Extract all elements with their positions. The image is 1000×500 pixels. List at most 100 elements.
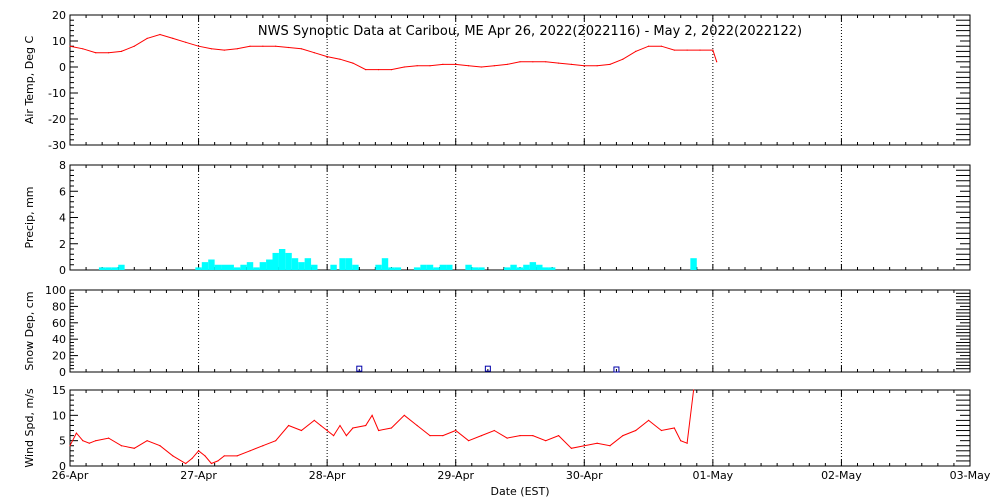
data-point [596, 442, 598, 444]
precip-bar [285, 252, 292, 270]
data-point [371, 414, 373, 416]
precip-bar [548, 267, 556, 270]
data-point [146, 440, 148, 442]
data-point [217, 460, 219, 462]
precip-bar [413, 267, 421, 270]
snow-point [613, 366, 620, 373]
data-point [506, 437, 508, 439]
data-point [345, 435, 348, 437]
y-tick-label: 0 [59, 61, 66, 74]
data-point [686, 49, 688, 51]
data-point [716, 61, 718, 63]
data-point [390, 69, 393, 71]
data-point [107, 52, 110, 54]
data-point [455, 429, 457, 432]
data-point [570, 63, 573, 65]
data-point [275, 45, 277, 47]
y-tick-label: 8 [59, 159, 66, 172]
precip-bar [516, 267, 524, 270]
data-point [596, 65, 598, 67]
snow-point [484, 365, 491, 372]
data-point [191, 457, 193, 459]
x-tick-label: 29-Apr [437, 469, 474, 482]
precip-bar [352, 264, 359, 270]
data-point [583, 65, 585, 67]
series-line [69, 33, 718, 71]
data-point [275, 440, 277, 442]
precip-bar [375, 264, 382, 270]
data-point [223, 49, 225, 51]
y-tick-label: 20 [52, 350, 66, 363]
precip-bar [311, 264, 318, 270]
data-point [493, 429, 495, 432]
y-tick-label: 0 [59, 366, 66, 379]
data-point [236, 48, 238, 50]
data-point [249, 45, 251, 47]
precip-bar [259, 262, 267, 270]
chart-title: NWS Synoptic Data at Caribou, ME Apr 26,… [258, 24, 802, 39]
data-point [197, 450, 200, 452]
snow-point [356, 365, 363, 372]
precip-bar [221, 264, 228, 270]
precip-bar [420, 264, 427, 270]
precip-bar [478, 267, 485, 270]
y-tick-label: 15 [52, 384, 66, 397]
precip-bar [426, 264, 434, 270]
data-point [95, 52, 97, 54]
precip-bar [536, 264, 543, 270]
precip-bar [118, 264, 125, 270]
data-point [647, 419, 650, 421]
x-tick-label: 03-May [950, 469, 991, 482]
data-point [326, 429, 328, 432]
precip-bar [304, 258, 312, 270]
data-point [210, 462, 213, 465]
data-point [339, 424, 341, 427]
data-point [69, 45, 71, 47]
data-point [365, 424, 367, 427]
precip-bar [195, 267, 202, 270]
data-point [506, 63, 508, 65]
data-point [635, 50, 637, 53]
data-point [185, 41, 187, 43]
precip-bar [291, 258, 299, 270]
precip-bar [471, 267, 479, 270]
data-point [557, 435, 560, 437]
data-point [107, 437, 110, 439]
precip-bar [529, 262, 537, 270]
data-point [82, 48, 84, 50]
data-point [172, 455, 174, 457]
data-point [519, 435, 521, 437]
data-point [429, 435, 431, 437]
precip-bar [446, 264, 453, 270]
data-point [622, 435, 624, 437]
data-point [204, 455, 206, 457]
precip-bar [433, 267, 440, 270]
data-point [545, 61, 547, 63]
data-point [287, 46, 290, 49]
data-point [82, 440, 84, 442]
precip-bar [394, 267, 402, 270]
data-point [287, 424, 290, 427]
data-point [480, 435, 483, 437]
precip-bar [330, 264, 337, 270]
precip-bar [690, 258, 697, 270]
x-tick-label: 02-May [821, 469, 862, 482]
y-tick-label: -30 [48, 139, 66, 152]
data-point [377, 429, 380, 432]
precip-bar [105, 267, 112, 270]
data-point [262, 445, 264, 447]
data-point [442, 63, 444, 65]
y-axis-label: Snow Dep, cm [23, 291, 36, 370]
data-point [223, 455, 225, 457]
data-point [532, 435, 534, 437]
data-point [622, 58, 624, 60]
precip-bar [266, 259, 273, 270]
data-point [159, 445, 161, 447]
data-point [332, 435, 335, 437]
data-point [326, 56, 328, 58]
data-point [88, 442, 90, 444]
data-point [532, 61, 534, 63]
data-point [635, 429, 637, 432]
data-point [185, 462, 187, 465]
